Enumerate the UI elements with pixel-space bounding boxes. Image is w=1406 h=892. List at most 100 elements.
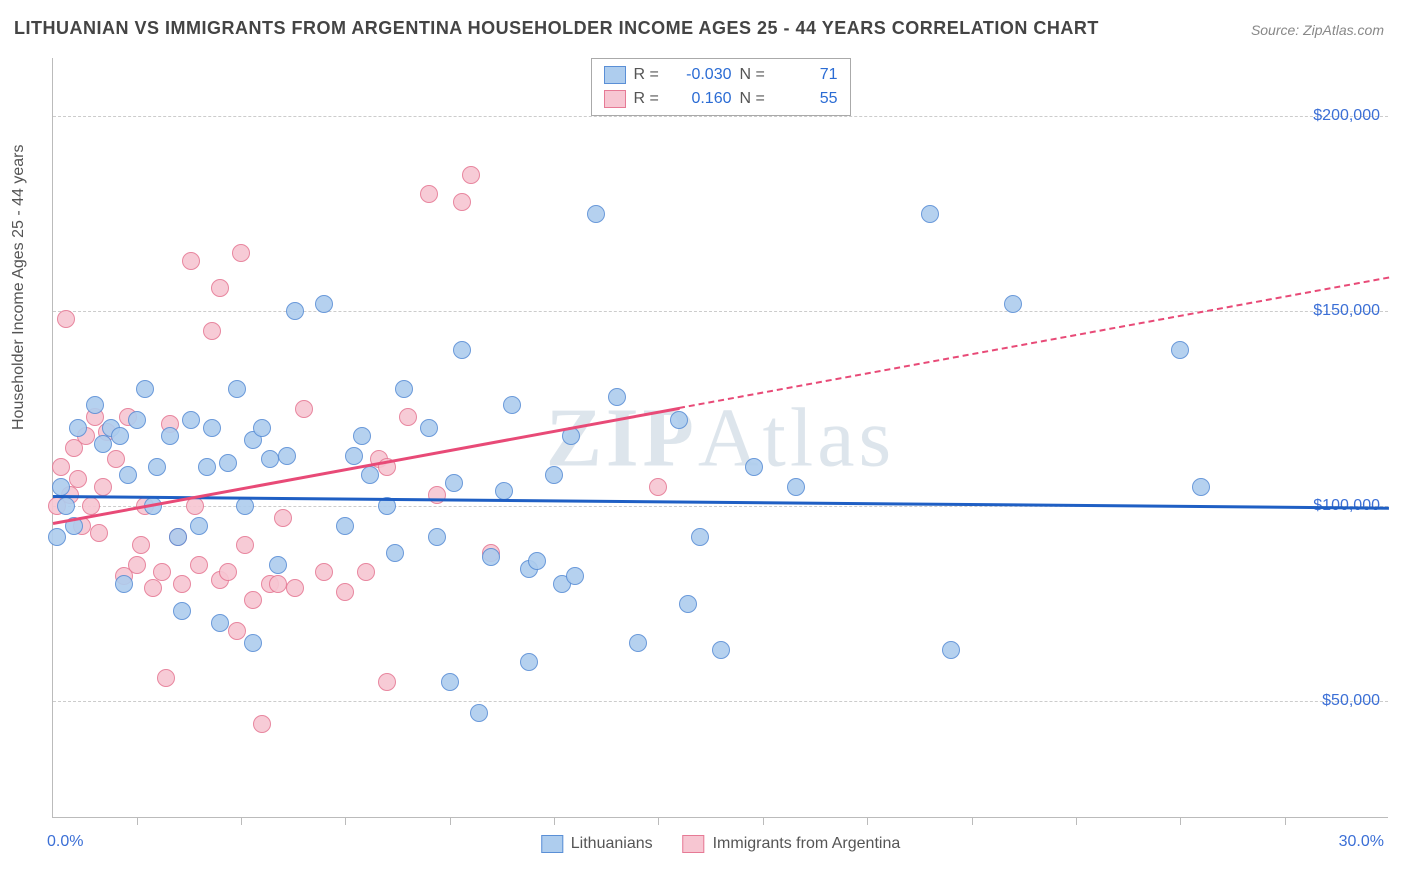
data-point bbox=[386, 544, 404, 562]
data-point bbox=[649, 478, 667, 496]
data-point bbox=[86, 396, 104, 414]
data-point bbox=[428, 528, 446, 546]
data-point bbox=[261, 450, 279, 468]
data-point bbox=[236, 536, 254, 554]
series-legend: Lithuanians Immigrants from Argentina bbox=[541, 835, 900, 853]
x-tick bbox=[867, 817, 868, 825]
data-point bbox=[52, 478, 70, 496]
legend-label: Immigrants from Argentina bbox=[713, 835, 901, 853]
x-axis-min-label: 0.0% bbox=[47, 833, 83, 851]
data-point bbox=[190, 556, 208, 574]
legend-row-lithuanians: R = -0.030 N = 71 bbox=[604, 63, 838, 87]
data-point bbox=[173, 575, 191, 593]
data-point bbox=[587, 205, 605, 223]
data-point bbox=[48, 528, 66, 546]
data-point bbox=[182, 252, 200, 270]
x-axis-max-label: 30.0% bbox=[1339, 833, 1384, 851]
data-point bbox=[357, 563, 375, 581]
data-point bbox=[107, 450, 125, 468]
n-label: N = bbox=[740, 87, 770, 111]
x-tick bbox=[658, 817, 659, 825]
x-tick bbox=[450, 817, 451, 825]
data-point bbox=[545, 466, 563, 484]
x-tick bbox=[137, 817, 138, 825]
data-point bbox=[173, 602, 191, 620]
data-point bbox=[69, 470, 87, 488]
data-point bbox=[203, 322, 221, 340]
data-point bbox=[495, 482, 513, 500]
data-point bbox=[219, 563, 237, 581]
legend-item-argentina: Immigrants from Argentina bbox=[683, 835, 901, 853]
swatch-icon bbox=[604, 66, 626, 84]
data-point bbox=[236, 497, 254, 515]
legend-item-lithuanians: Lithuanians bbox=[541, 835, 653, 853]
data-point bbox=[345, 447, 363, 465]
data-point bbox=[528, 552, 546, 570]
data-point bbox=[921, 205, 939, 223]
data-point bbox=[190, 517, 208, 535]
x-tick bbox=[345, 817, 346, 825]
data-point bbox=[148, 458, 166, 476]
data-point bbox=[399, 408, 417, 426]
data-point bbox=[161, 427, 179, 445]
data-point bbox=[253, 715, 271, 733]
legend-row-argentina: R = 0.160 N = 55 bbox=[604, 87, 838, 111]
data-point bbox=[503, 396, 521, 414]
data-point bbox=[203, 419, 221, 437]
data-point bbox=[82, 497, 100, 515]
data-point bbox=[157, 669, 175, 687]
legend-label: Lithuanians bbox=[571, 835, 653, 853]
data-point bbox=[1004, 295, 1022, 313]
data-point bbox=[482, 548, 500, 566]
data-point bbox=[57, 497, 75, 515]
x-tick bbox=[1076, 817, 1077, 825]
swatch-icon bbox=[604, 90, 626, 108]
y-tick-label: $200,000 bbox=[1313, 107, 1380, 125]
data-point bbox=[462, 166, 480, 184]
data-point bbox=[153, 563, 171, 581]
data-point bbox=[144, 579, 162, 597]
swatch-icon bbox=[541, 835, 563, 853]
r-value: 0.160 bbox=[672, 87, 732, 111]
data-point bbox=[111, 427, 129, 445]
data-point bbox=[278, 447, 296, 465]
gridline bbox=[53, 311, 1388, 312]
chart-title: LITHUANIAN VS IMMIGRANTS FROM ARGENTINA … bbox=[14, 18, 1099, 39]
r-label: R = bbox=[634, 87, 664, 111]
data-point bbox=[94, 435, 112, 453]
data-point bbox=[453, 341, 471, 359]
data-point bbox=[232, 244, 250, 262]
data-point bbox=[691, 528, 709, 546]
data-point bbox=[1192, 478, 1210, 496]
data-point bbox=[115, 575, 133, 593]
data-point bbox=[787, 478, 805, 496]
y-tick-label: $50,000 bbox=[1322, 692, 1380, 710]
gridline bbox=[53, 116, 1388, 117]
r-label: R = bbox=[634, 63, 664, 87]
data-point bbox=[295, 400, 313, 418]
data-point bbox=[353, 427, 371, 445]
data-point bbox=[420, 419, 438, 437]
data-point bbox=[94, 478, 112, 496]
n-value: 71 bbox=[778, 63, 838, 87]
data-point bbox=[132, 536, 150, 554]
data-point bbox=[453, 193, 471, 211]
data-point bbox=[286, 302, 304, 320]
data-point bbox=[745, 458, 763, 476]
data-point bbox=[253, 419, 271, 437]
data-point bbox=[445, 474, 463, 492]
data-point bbox=[219, 454, 237, 472]
data-point bbox=[361, 466, 379, 484]
x-tick bbox=[554, 817, 555, 825]
data-point bbox=[269, 556, 287, 574]
data-point bbox=[378, 673, 396, 691]
data-point bbox=[608, 388, 626, 406]
x-tick bbox=[763, 817, 764, 825]
data-point bbox=[566, 567, 584, 585]
x-tick bbox=[1285, 817, 1286, 825]
data-point bbox=[69, 419, 87, 437]
scatter-plot-area: ZIPAtlas R = -0.030 N = 71 R = 0.160 N =… bbox=[52, 58, 1388, 818]
data-point bbox=[1171, 341, 1189, 359]
data-point bbox=[211, 614, 229, 632]
data-point bbox=[315, 295, 333, 313]
